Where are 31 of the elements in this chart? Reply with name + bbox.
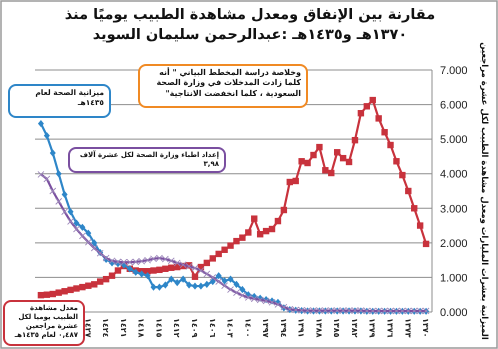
x-tick-label: ١٤٠٠ bbox=[243, 318, 252, 338]
x-tick-label: ١٣٨٢ bbox=[350, 318, 359, 338]
y-tick-label: 4.000 bbox=[440, 168, 468, 181]
x-tick-label: ١٣٧٦ bbox=[386, 318, 395, 338]
x-tick-label: ١٤٠٦ bbox=[208, 318, 217, 338]
x-tick-label: ١٤٠٣ bbox=[226, 318, 235, 338]
y-tick-label: 3.000 bbox=[440, 203, 468, 216]
x-tick-label: ١٣٧٣ bbox=[403, 318, 412, 338]
x-tick-label: ١٣٧٠ bbox=[421, 318, 430, 338]
y-tick-label: 2.000 bbox=[440, 238, 468, 250]
note-box: وخلاصة دراسة المخطط البياني " أنه كلما زادت المدخلات في وزارة الصحة السعودية ، كلما انخفضت الانتاجية" bbox=[138, 64, 308, 108]
y-tick-label: 7.000 bbox=[440, 65, 468, 77]
x-tick-label: ١٤٢٧ bbox=[83, 318, 92, 338]
x-tick-label: ١٤٢٤ bbox=[101, 318, 110, 338]
x-tick-label: ١٣٨٨ bbox=[314, 318, 324, 338]
y-tick-label: 5.000 bbox=[440, 134, 468, 146]
y-axis-title: الميزانية بعشرات المليارات ومعدل مشاهدة الطبيب لكل عشرة مراجعين bbox=[479, 42, 489, 340]
x-tick-label: ١٤١٨ bbox=[136, 318, 146, 338]
x-tick-label: ١٣٩١ bbox=[296, 318, 306, 338]
x-tick-label: ١٣٩٤ bbox=[278, 318, 288, 338]
x-tick-label: ١٤٢١ bbox=[118, 318, 128, 338]
x-tick-label: ١٣٧٩ bbox=[368, 318, 377, 338]
x-tick-label: ١٤١٢ bbox=[172, 318, 182, 338]
y-tick-label: 0.000 bbox=[440, 307, 468, 319]
y-tick-label: 1.000 bbox=[440, 272, 468, 284]
x-tick-label: ١٣٩٧ bbox=[261, 318, 270, 338]
y-tick-label: 6.000 bbox=[440, 100, 468, 112]
x-tick-label: ١٤١٥ bbox=[154, 318, 164, 338]
x-tick-label: ١٤٠٩ bbox=[190, 318, 199, 338]
chart-title: مقارنة بين الإنفاق ومعدل مشاهدة الطبيب يوميًا منذ ١٣٧٠هـ و١٤٣٥هـ :عبدالرحمن سليمان السويد bbox=[64, 6, 436, 45]
x-tick-label: ١٣٨٥ bbox=[332, 318, 342, 338]
